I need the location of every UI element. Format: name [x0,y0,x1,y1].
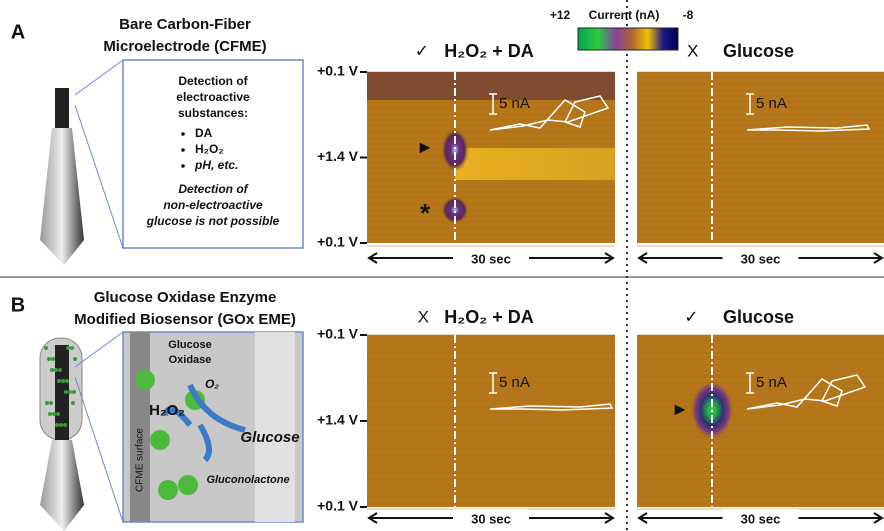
y-label: +1.4 V [317,412,359,428]
panel-title: Modified Biosensor (GOx EME) [74,311,296,328]
callout-bullet: H₂O₂ [195,142,224,156]
surface [130,332,150,522]
figure: +12 Current (nA) -8 A Bare Carbon-Fiber Mi… [0,0,884,531]
enzyme-dot [71,401,75,405]
probe-tip [55,88,69,128]
enzyme-dot [63,423,67,427]
time-label: 30 sec [741,511,781,526]
callout-note: glucose is not possible [146,214,280,228]
panel-title: Glucose Oxidase Enzyme [94,289,277,306]
plot-title: Glucose [723,41,794,61]
y-label: +0.1 V [317,234,359,250]
bullet [181,132,185,136]
enzyme-dot [50,368,54,372]
enzyme-dot [51,357,55,361]
enzyme-dot [44,346,48,350]
glucose-label: Glucose [240,429,299,446]
enzyme [150,430,170,450]
enzyme-dot [61,379,65,383]
enzyme-dot [56,412,60,416]
marker: ▶ [675,401,686,417]
panel-letter: B [11,294,25,316]
enzyme-dot [52,412,56,416]
panel-letter: A [11,21,25,43]
enzyme-dot [64,390,68,394]
enzyme-dot [65,379,69,383]
callout-text: electroactive [176,90,250,104]
callout-text: Detection of [178,74,248,88]
plot-mark: X [687,41,698,60]
callout-text: substances: [178,106,248,120]
enzyme-dot [70,346,74,350]
enzyme-dot [58,368,62,372]
enzyme [135,370,155,390]
colorbar-label: Current (nA) [589,8,660,22]
surface [255,332,295,522]
probe-body [40,128,84,265]
bright-band [455,148,615,180]
y-label: +0.1 V [317,63,359,79]
enzyme-dot [55,423,59,427]
color-plot [637,335,884,507]
time-label: 30 sec [741,251,781,266]
enzyme-dot [68,390,72,394]
colorbar [578,28,678,50]
enzyme-dot [57,379,61,383]
enzyme [158,480,178,500]
probe-body [40,440,84,531]
scale-label: 5 nA [499,374,530,391]
blob [441,128,469,172]
enzyme-dot [72,390,76,394]
time-label: 30 sec [471,511,511,526]
y-label: +0.1 V [317,326,359,342]
bullet [181,164,185,168]
plot-mark: ✓ [684,307,698,326]
enzyme-dot [45,401,49,405]
bullet [181,148,185,152]
panel-title: Bare Carbon-Fiber [119,16,251,33]
callout-note: non-electroactive [163,198,263,212]
colorbar-min: -8 [683,8,694,22]
enzyme-label: Glucose [168,339,211,351]
h2o2-label: H₂O₂ [149,402,185,419]
enzyme-dot [48,412,52,416]
plot-title: H₂O₂ + DA [444,41,534,61]
plot-mark: X [418,307,429,326]
plot-title: Glucose [723,307,794,327]
color-plot [367,335,615,507]
enzyme [178,475,198,495]
enzyme-dot [66,346,70,350]
callout-bullet: DA [195,126,213,140]
time-label: 30 sec [471,251,511,266]
enzyme-dot [59,423,63,427]
plot-mark: ✓ [415,41,429,60]
plot-title: H₂O₂ + DA [444,307,534,327]
product-label: Gluconolactone [206,474,289,486]
marker: * [420,198,431,228]
enzyme-dot [49,401,53,405]
callout-bullet: pH, etc. [194,158,238,172]
callout-note: Detection of [178,182,248,196]
surface-label: CFME surface [135,428,146,492]
enzyme-label: Oxidase [169,354,212,366]
enzyme-dot [47,357,51,361]
enzyme-dot [73,357,77,361]
marker: ▶ [420,139,431,155]
panel-title: Microelectrode (CFME) [103,38,266,55]
colorbar-max: +12 [550,8,571,22]
o2-label: O₂ [205,377,219,391]
y-label: +1.4 V [317,148,359,164]
y-label: +0.1 V [317,498,359,514]
scale-label: 5 nA [756,374,787,391]
dark-band [367,72,615,100]
enzyme-dot [54,368,58,372]
scale-label: 5 nA [756,95,787,112]
scale-label: 5 nA [499,95,530,112]
callout-line [75,60,123,248]
